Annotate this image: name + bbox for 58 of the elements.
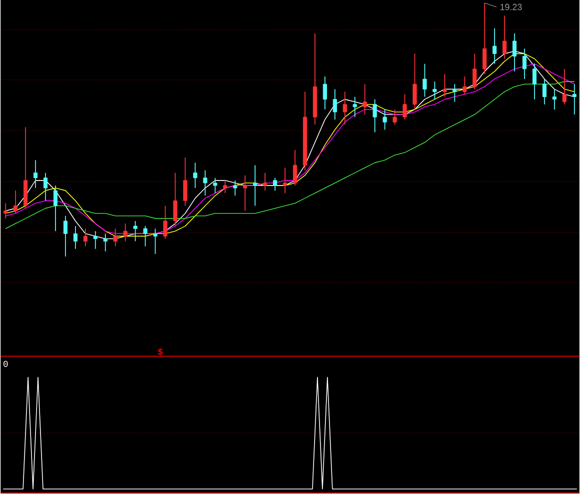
candlestick xyxy=(143,226,148,247)
candlestick xyxy=(14,190,18,214)
candlestick xyxy=(153,228,158,255)
candlestick xyxy=(432,81,437,100)
candlestick xyxy=(522,48,527,80)
candlestick xyxy=(163,206,168,240)
candlestick xyxy=(223,180,228,194)
candlestick xyxy=(412,53,417,110)
candlestick xyxy=(442,74,447,98)
candlestick xyxy=(233,180,238,196)
candlestick xyxy=(193,162,198,189)
candlestick xyxy=(452,84,457,102)
annotation: 19.23 xyxy=(500,4,522,10)
candlestick xyxy=(392,109,397,126)
candlestick xyxy=(183,157,188,206)
candlestick xyxy=(73,226,78,250)
candlestick xyxy=(173,172,178,227)
candlestick xyxy=(113,228,118,247)
candlestick xyxy=(542,78,547,106)
candlestick xyxy=(272,178,278,192)
candlestick xyxy=(203,170,208,196)
candlestick xyxy=(253,164,258,206)
candlestick xyxy=(43,172,48,202)
candlestick xyxy=(133,220,138,242)
candlestick xyxy=(282,168,288,194)
candlestick xyxy=(472,53,477,90)
candlestick xyxy=(492,28,497,64)
candlestick xyxy=(342,91,347,126)
text: $ xyxy=(158,348,163,356)
candlestick xyxy=(512,33,517,72)
candlestick xyxy=(103,233,108,252)
candlestick xyxy=(362,84,367,116)
candlestick xyxy=(123,223,128,242)
candlestick xyxy=(322,76,327,110)
candlestick xyxy=(33,160,38,189)
candlestick xyxy=(532,64,537,100)
candlestick xyxy=(422,64,427,98)
candlestick xyxy=(53,185,58,232)
text: 0 xyxy=(3,361,8,368)
candlestick xyxy=(4,202,8,220)
candlestick xyxy=(332,88,337,120)
candlestick xyxy=(63,216,68,258)
candlestick xyxy=(572,84,576,116)
candlestick xyxy=(243,175,248,212)
candlestick xyxy=(372,99,377,133)
candlestick xyxy=(462,76,467,95)
candlestick xyxy=(93,230,98,250)
candlestick xyxy=(213,178,218,194)
candlestick xyxy=(552,88,556,110)
candlestick xyxy=(263,172,268,192)
candlestick xyxy=(502,15,507,60)
candlestick xyxy=(382,109,387,130)
candlestick xyxy=(352,96,357,118)
candlestick xyxy=(83,228,88,247)
candlestick xyxy=(562,68,566,106)
candlestick xyxy=(292,150,298,186)
candlestick xyxy=(402,94,407,120)
candlestick xyxy=(482,2,487,75)
